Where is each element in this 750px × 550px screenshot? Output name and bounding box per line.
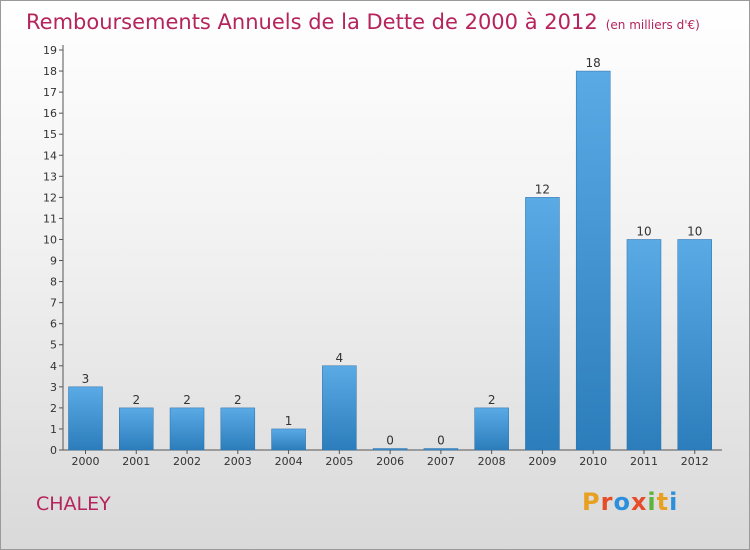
x-tick-label: 2002: [173, 455, 201, 468]
bar: [372, 448, 408, 451]
logo-letter: x: [630, 488, 648, 516]
x-tick-label: 2005: [325, 455, 353, 468]
data-label: 2: [183, 393, 191, 407]
x-tick-label: 2011: [630, 455, 658, 468]
x-tick-label: 2001: [122, 455, 150, 468]
bar: [575, 70, 611, 451]
data-label: 12: [535, 182, 550, 196]
logo-letter: i: [669, 488, 679, 516]
data-label: 1: [285, 414, 293, 428]
data-label: 4: [336, 351, 344, 365]
bar: [626, 239, 662, 451]
y-tick-label: 9: [50, 255, 57, 268]
data-labels: 3 2 2 2 1 4 0 0 2 12 18 10 10: [82, 56, 703, 447]
x-tick-label: 2004: [275, 455, 303, 468]
logo-letter: P: [582, 488, 601, 516]
bar: [119, 407, 154, 451]
data-label: 0: [386, 434, 394, 448]
bar: [169, 407, 205, 451]
bar: [677, 239, 712, 451]
x-tick-label: 2003: [224, 455, 252, 468]
y-tick-label: 8: [50, 276, 57, 289]
y-tick-label: 18: [43, 65, 57, 78]
y-tick-label: 3: [50, 381, 57, 394]
y-tick-label: 12: [43, 191, 57, 204]
data-label: 0: [437, 434, 445, 448]
bar: [525, 197, 560, 451]
logo-letter: t: [656, 488, 670, 516]
y-tick-label: 4: [50, 360, 57, 373]
y-tick-label: 0: [50, 444, 57, 457]
bar: [474, 407, 509, 451]
data-label: 2: [234, 393, 242, 407]
y-tick-label: 1: [50, 423, 57, 436]
y-tick-label: 16: [43, 107, 57, 120]
chart-title: Remboursements Annuels de la Dette de 20…: [26, 10, 598, 34]
y-tick-label: 7: [50, 297, 57, 310]
proxiti-logo: Proxiti: [582, 488, 678, 516]
logo-letter: o: [613, 488, 631, 516]
x-tick-label: 2010: [579, 455, 607, 468]
bar: [423, 448, 459, 451]
bar: [68, 386, 103, 451]
city-name: CHALEY: [36, 493, 111, 515]
y-tick-label: 2: [50, 402, 57, 415]
data-label: 10: [687, 224, 702, 238]
x-tick-label: 2012: [681, 455, 709, 468]
y-tick-label: 15: [43, 128, 57, 141]
y-tick-label: 13: [43, 170, 57, 183]
x-tick-label: 2006: [376, 455, 404, 468]
x-tick-label: 2007: [427, 455, 455, 468]
bar: [322, 365, 357, 451]
y-tick-label: 11: [43, 212, 57, 225]
bar: [271, 428, 306, 451]
x-tick-label: 2008: [478, 455, 506, 468]
y-tick-label: 10: [43, 233, 57, 246]
logo-letter: i: [647, 488, 657, 516]
data-label: 3: [82, 372, 90, 386]
data-label: 2: [132, 393, 140, 407]
data-label: 18: [586, 56, 601, 70]
data-label: 2: [488, 393, 496, 407]
y-tick-label: 5: [50, 339, 57, 352]
chart-subtitle: (en milliers d'€): [605, 18, 700, 32]
x-tick-label: 2009: [528, 455, 556, 468]
logo-letter: r: [600, 488, 614, 516]
bar: [220, 407, 256, 451]
y-tick-label: 14: [43, 149, 57, 162]
data-label: 10: [636, 224, 651, 238]
x-tick-label: 2000: [72, 455, 100, 468]
chart-title-block: Remboursements Annuels de la Dette de 20…: [26, 5, 700, 39]
bars: [68, 70, 712, 451]
y-tick-label: 19: [43, 44, 57, 57]
y-tick-label: 6: [50, 318, 57, 331]
y-tick-label: 17: [43, 86, 57, 99]
